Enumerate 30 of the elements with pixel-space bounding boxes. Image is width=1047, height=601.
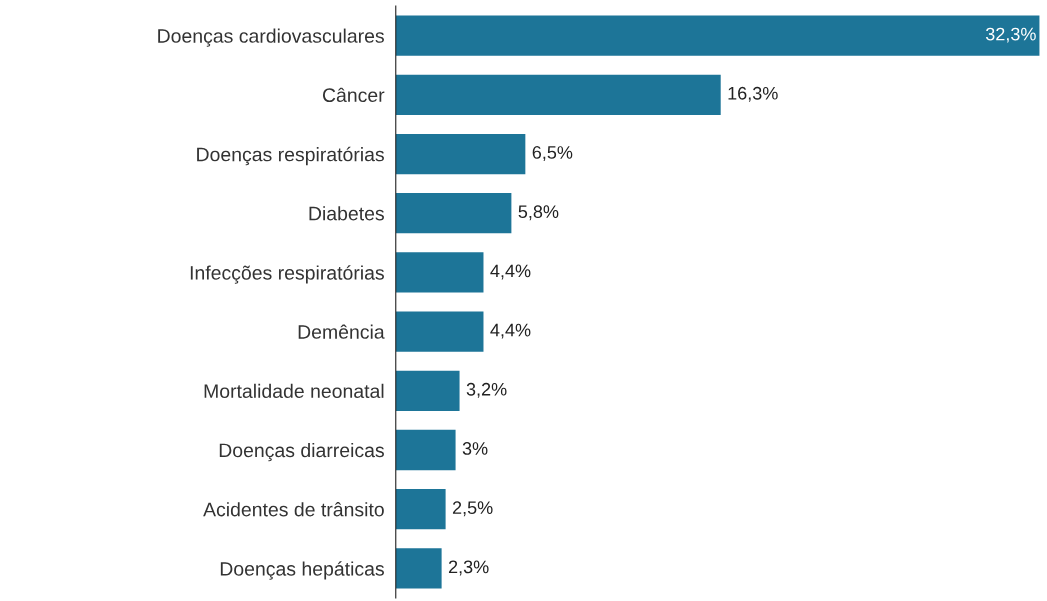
y-tick-label: Infecções respiratórias (190, 265, 384, 284)
bar (395, 311, 484, 352)
data-label: 4,4% (490, 323, 531, 339)
data-label: 3% (462, 442, 488, 455)
bar (395, 370, 460, 411)
y-tick-label: Diabetes (309, 206, 384, 221)
y-tick-label: Doenças respiratórias (197, 146, 384, 166)
data-label: 5,8% (518, 205, 559, 221)
y-tick-label: Doenças hepáticas (220, 561, 384, 580)
data-label: 2,3% (448, 560, 489, 576)
data-label: 32,3% (985, 27, 1036, 43)
bar (395, 133, 526, 175)
y-tick-label: Acidentes de trânsito (203, 502, 384, 517)
data-label: 3,2% (466, 382, 507, 398)
data-label: 16,3% (728, 86, 778, 102)
y-tick-label: Demência (298, 324, 385, 339)
data-label: 2,5% (452, 501, 493, 517)
y-tick-label: Doenças cardiovasculares (158, 28, 384, 47)
bar (395, 193, 512, 234)
y-tick-label: Doenças diarreicas (219, 442, 384, 462)
y-tick-label: Mortalidade neonatal (204, 383, 384, 399)
data-label: 4,4% (490, 264, 531, 280)
bar (395, 74, 721, 115)
bar (395, 15, 1040, 56)
bar (395, 429, 456, 471)
data-label: 6,5% (532, 146, 573, 161)
bar (395, 252, 484, 293)
bar (395, 548, 442, 589)
bar (395, 489, 446, 530)
y-tick-label: Câncer (322, 87, 385, 103)
